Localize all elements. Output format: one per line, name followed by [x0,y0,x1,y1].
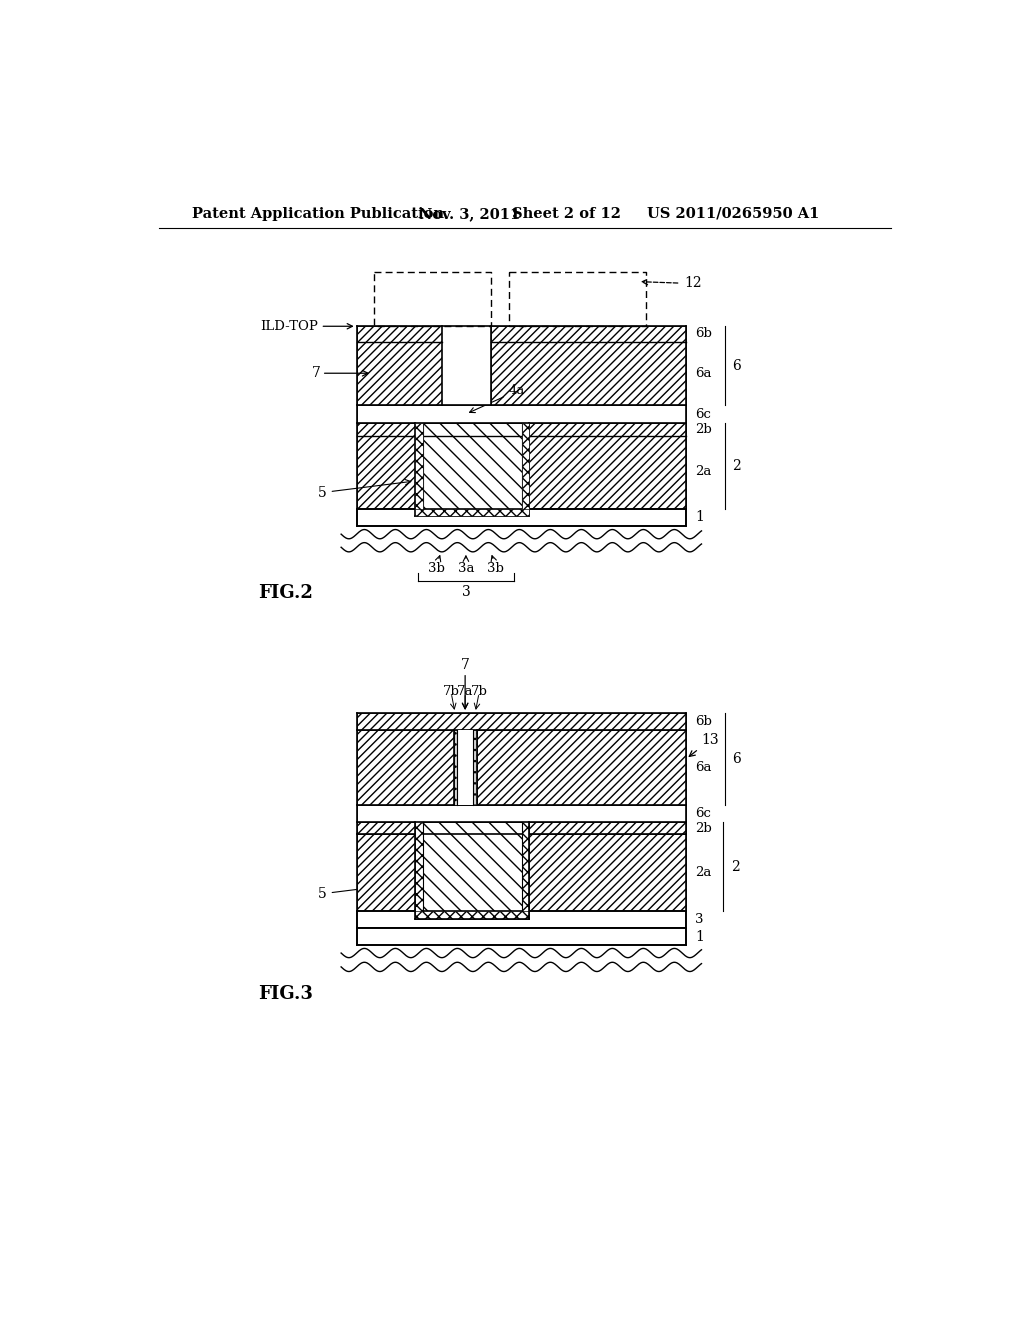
Polygon shape [415,911,529,919]
Polygon shape [477,730,686,805]
Text: 3a: 3a [458,562,474,576]
Text: 3: 3 [695,913,703,927]
Polygon shape [356,326,442,342]
Text: 7b: 7b [442,685,460,698]
Text: 5: 5 [317,880,411,900]
Text: 4a: 4a [470,384,525,413]
Polygon shape [356,713,686,730]
Text: 6a: 6a [695,760,712,774]
Polygon shape [490,342,686,405]
Text: 1: 1 [695,929,705,944]
Polygon shape [356,822,686,834]
Polygon shape [415,822,423,919]
Text: 2a: 2a [695,465,712,478]
Polygon shape [356,342,442,405]
Text: 7: 7 [461,659,470,672]
Polygon shape [356,405,686,424]
Text: 6a: 6a [695,367,712,380]
Polygon shape [473,730,477,805]
Polygon shape [356,508,686,527]
Polygon shape [521,424,529,516]
Text: 2a: 2a [695,866,712,879]
Polygon shape [521,822,529,919]
Polygon shape [356,730,454,805]
Text: ILD-TOP: ILD-TOP [260,319,352,333]
Polygon shape [415,424,423,516]
Polygon shape [356,928,686,945]
Text: 2b: 2b [695,822,712,834]
Polygon shape [423,822,521,911]
Polygon shape [356,911,686,928]
Polygon shape [454,730,477,805]
Polygon shape [356,805,686,822]
Polygon shape [423,424,521,508]
Text: 4: 4 [468,859,476,874]
Polygon shape [415,508,529,516]
Text: US 2011/0265950 A1: US 2011/0265950 A1 [647,207,819,220]
Text: 4: 4 [468,458,476,473]
Text: 3: 3 [462,585,470,599]
Text: 12: 12 [684,276,702,290]
Text: 6: 6 [732,359,741,372]
Text: 3b: 3b [487,562,504,576]
Text: Patent Application Publication: Patent Application Publication [191,207,443,220]
Polygon shape [454,730,458,805]
Text: 2: 2 [731,859,739,874]
Text: Nov. 3, 2011: Nov. 3, 2011 [419,207,520,220]
Text: 2b: 2b [695,422,712,436]
Polygon shape [442,326,490,405]
Polygon shape [458,730,473,805]
Text: 5: 5 [317,479,411,499]
Text: FIG.3: FIG.3 [258,985,313,1003]
Text: 1: 1 [695,511,705,524]
Polygon shape [356,436,686,508]
Text: 6c: 6c [695,408,712,421]
Text: 6: 6 [732,752,741,766]
Polygon shape [356,834,686,911]
Text: 2: 2 [732,458,741,473]
Text: 6b: 6b [695,714,712,727]
Text: FIG.2: FIG.2 [258,585,313,602]
Text: 6c: 6c [695,807,712,820]
Text: Sheet 2 of 12: Sheet 2 of 12 [512,207,621,220]
Text: 7: 7 [311,366,321,380]
Polygon shape [356,424,686,436]
Text: 13: 13 [689,733,719,756]
Text: 7b: 7b [471,685,487,698]
Text: 6b: 6b [695,327,712,341]
Text: 3b: 3b [428,562,444,576]
Polygon shape [490,326,686,342]
Text: 7a: 7a [457,685,473,698]
